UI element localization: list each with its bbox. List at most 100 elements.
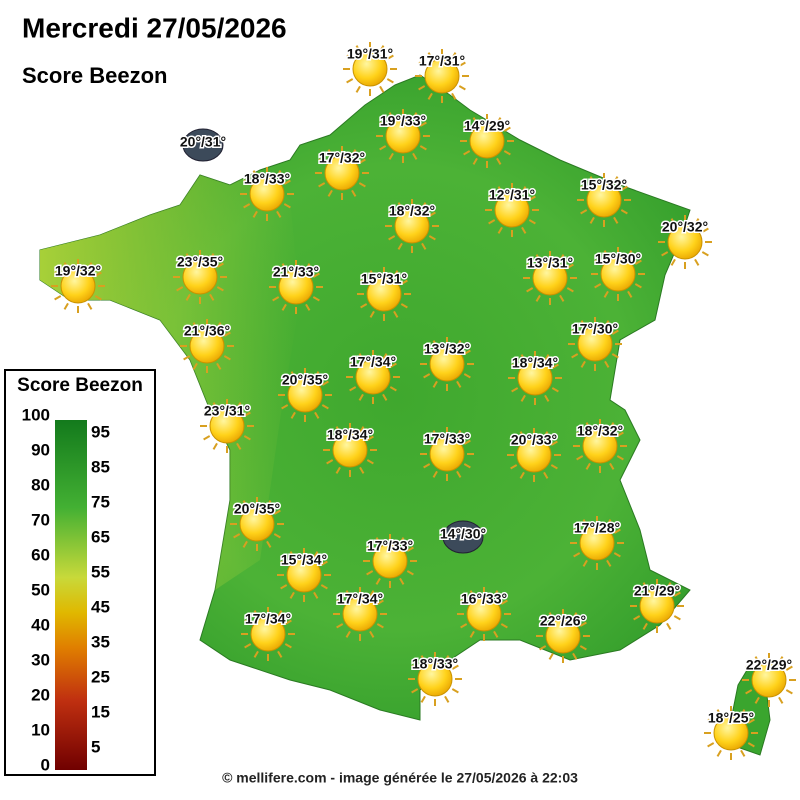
sun-ray — [283, 179, 291, 185]
sun-ray — [399, 537, 405, 545]
sun-ray — [785, 689, 793, 695]
sun-ray — [456, 430, 462, 438]
sun-ray — [359, 426, 365, 434]
sun-icon — [385, 118, 421, 154]
sun-ray — [559, 294, 565, 302]
sun-ray — [318, 158, 326, 164]
station: 18°/34° — [508, 351, 562, 405]
station: 18°/32° — [573, 419, 627, 473]
sun-ray — [606, 559, 612, 567]
sun-ray — [216, 262, 224, 268]
sun-ray — [456, 340, 462, 348]
sun-ray — [511, 363, 519, 369]
sun-ray — [548, 652, 554, 660]
sun-ray — [463, 349, 471, 355]
sun-ray — [573, 552, 581, 558]
sun-ray — [289, 591, 295, 599]
sun-ray — [456, 380, 462, 388]
sun-ray — [266, 540, 272, 548]
sun-ray — [427, 92, 433, 100]
station-label: 15°/30° — [595, 251, 641, 267]
station-label: 14°/29° — [464, 118, 510, 134]
sun-ray — [273, 509, 281, 515]
sun-ray — [423, 439, 431, 445]
sun-ray — [423, 463, 431, 469]
station-label: 17°/34° — [350, 354, 396, 370]
sun-ray — [244, 643, 252, 649]
band-label: 45 — [91, 597, 110, 616]
station: 15°/31° — [357, 267, 411, 321]
sun-ray — [451, 92, 457, 100]
sun-ray — [366, 459, 374, 465]
station: 18°/25° — [704, 706, 758, 760]
sun-ray — [611, 329, 619, 335]
sun-ray — [673, 615, 681, 621]
sun-ray — [346, 54, 354, 60]
sun-ray — [613, 552, 621, 558]
sun-ray — [389, 386, 397, 392]
band-label: 35 — [91, 632, 110, 651]
sun-ray — [701, 227, 709, 233]
sun-ray — [463, 150, 471, 156]
sun-ray — [526, 287, 534, 293]
sun-icon — [394, 208, 430, 244]
band-label: 75 — [91, 492, 110, 511]
sun-ray — [212, 402, 218, 410]
sun-ray — [594, 259, 602, 265]
sun-icon — [60, 268, 96, 304]
sun-icon — [278, 269, 314, 305]
station: 13°/31° — [523, 251, 577, 305]
sun-icon — [324, 155, 360, 191]
sun-ray — [423, 373, 431, 379]
station-label: 20°/32° — [662, 219, 708, 235]
sun-ray — [192, 322, 198, 330]
station: 17°/32° — [315, 146, 369, 200]
sun-ray — [63, 302, 69, 310]
station: 17°/34° — [241, 607, 295, 661]
sun-icon — [577, 326, 613, 362]
sun-ray — [412, 152, 418, 160]
station: 17°/31° — [415, 49, 469, 103]
sun-ray — [613, 216, 619, 224]
sun-ray — [428, 211, 436, 217]
station-label: 15°/32° — [581, 177, 627, 193]
sun-ray — [589, 216, 595, 224]
sun-ray — [233, 533, 241, 539]
sun-ray — [313, 591, 319, 599]
station: 21°/29° — [630, 579, 684, 633]
station-label: 17°/33° — [424, 431, 470, 447]
station: 20°/35° — [230, 497, 284, 551]
sun-ray — [406, 570, 414, 576]
sun-ray — [579, 645, 587, 651]
sun-ray — [488, 195, 496, 201]
sun-ray — [411, 688, 419, 694]
scale-label: 50 — [31, 580, 50, 599]
sun-ray — [281, 263, 287, 271]
sun-ray — [580, 360, 586, 368]
sun-ray — [216, 286, 224, 292]
band-label: 15 — [91, 702, 110, 721]
sun-ray — [469, 630, 475, 638]
sun-icon — [494, 192, 530, 228]
band-label: 5 — [91, 737, 100, 756]
sun-ray — [616, 455, 624, 461]
band-label: 55 — [91, 562, 110, 581]
sun-ray — [620, 185, 628, 191]
station-label: 13°/32° — [424, 341, 470, 357]
station: 12°/31° — [485, 183, 539, 237]
sun-ray — [321, 380, 329, 386]
sun-ray — [376, 599, 384, 605]
sun-icon — [429, 346, 465, 382]
sun-ray — [521, 226, 527, 234]
sun-ray — [351, 149, 357, 157]
band-label: 85 — [91, 457, 110, 476]
sun-ray — [606, 519, 612, 527]
sun-ray — [236, 442, 242, 450]
sun-ray — [216, 362, 222, 370]
sun-ray — [778, 696, 784, 704]
sun-ray — [375, 577, 381, 585]
sun-ray — [313, 551, 319, 559]
sun-ray — [289, 551, 295, 559]
legend-title: Score Beezon — [17, 375, 143, 396]
station: 21°/33° — [269, 260, 323, 314]
